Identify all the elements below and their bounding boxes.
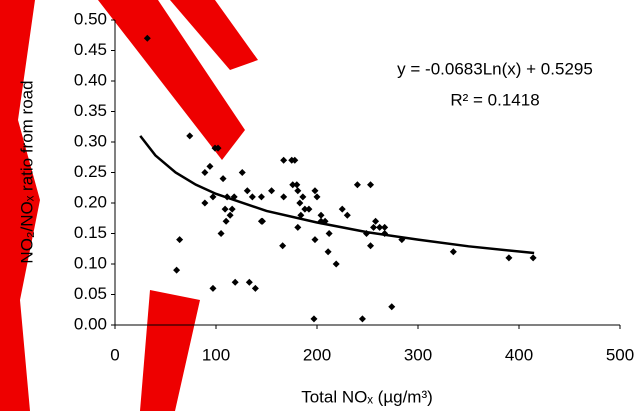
x-tick-label: 200 bbox=[303, 345, 331, 364]
y-tick-label: 0.50 bbox=[74, 9, 107, 28]
point bbox=[310, 315, 318, 323]
point bbox=[338, 205, 346, 213]
x-axis-title: Total NOₓ (µg/m³) bbox=[301, 387, 433, 406]
watermark bbox=[0, 0, 258, 411]
point bbox=[222, 217, 230, 225]
point bbox=[372, 217, 380, 225]
point bbox=[376, 223, 384, 231]
x-tick-label: 0 bbox=[110, 345, 119, 364]
point bbox=[248, 193, 256, 201]
point bbox=[226, 211, 234, 219]
point bbox=[299, 193, 307, 201]
point bbox=[294, 187, 302, 195]
trendline bbox=[139, 135, 535, 255]
point bbox=[251, 284, 259, 292]
point bbox=[214, 144, 222, 152]
x-tick-label: 300 bbox=[404, 345, 432, 364]
point bbox=[296, 199, 304, 207]
point bbox=[209, 284, 217, 292]
point bbox=[321, 217, 329, 225]
watermark-shape bbox=[0, 0, 40, 411]
point bbox=[381, 230, 389, 237]
point bbox=[449, 248, 457, 256]
point bbox=[317, 211, 325, 219]
point bbox=[353, 181, 361, 189]
y-tick-label: 0.30 bbox=[74, 131, 107, 150]
point bbox=[367, 242, 375, 250]
point bbox=[305, 205, 313, 213]
point bbox=[529, 254, 537, 262]
y-tick-label: 0.25 bbox=[74, 162, 107, 181]
point bbox=[245, 278, 253, 286]
watermark-shape bbox=[140, 290, 200, 411]
point bbox=[370, 223, 378, 231]
point bbox=[219, 175, 227, 183]
point bbox=[505, 254, 513, 262]
point bbox=[228, 205, 236, 213]
y-tick-label: 0.40 bbox=[74, 70, 107, 89]
point bbox=[289, 181, 297, 189]
point bbox=[243, 187, 251, 195]
y-tick-label: 0.10 bbox=[74, 253, 107, 272]
point bbox=[294, 223, 302, 231]
point bbox=[332, 260, 340, 268]
point bbox=[297, 211, 305, 219]
point bbox=[201, 169, 209, 176]
point bbox=[176, 236, 184, 244]
point bbox=[257, 193, 265, 201]
y-tick-label: 0.35 bbox=[74, 101, 107, 120]
y-tick-label: 0.05 bbox=[74, 284, 107, 303]
point bbox=[201, 199, 209, 207]
point bbox=[217, 230, 225, 237]
point bbox=[325, 230, 333, 237]
point bbox=[398, 236, 406, 244]
point bbox=[381, 223, 389, 231]
point bbox=[280, 156, 288, 164]
point bbox=[291, 156, 299, 164]
watermark-shape bbox=[98, 0, 245, 160]
point bbox=[367, 181, 375, 189]
point bbox=[362, 230, 370, 237]
point bbox=[230, 193, 238, 201]
point bbox=[317, 217, 325, 225]
point bbox=[238, 169, 246, 176]
y-tick-label: 0.20 bbox=[74, 192, 107, 211]
point bbox=[324, 248, 332, 256]
point bbox=[221, 205, 229, 213]
y-tick-label: 0.15 bbox=[74, 223, 107, 242]
point bbox=[209, 193, 217, 201]
point bbox=[343, 211, 351, 219]
y-tick-label: 0.00 bbox=[74, 314, 107, 333]
point bbox=[280, 193, 288, 201]
y-axis-title: NO₂/NOₓ ratio from road bbox=[17, 80, 36, 263]
point bbox=[388, 303, 396, 311]
point bbox=[223, 193, 231, 201]
x-tick-label: 400 bbox=[505, 345, 533, 364]
point bbox=[313, 193, 321, 201]
r-squared: R² = 0.1418 bbox=[450, 90, 539, 109]
point bbox=[268, 187, 276, 195]
point bbox=[231, 278, 239, 286]
watermark-shape bbox=[170, 0, 258, 70]
point bbox=[293, 181, 301, 189]
point bbox=[143, 34, 151, 42]
equation: y = -0.0683Ln(x) + 0.5295 bbox=[397, 59, 593, 78]
point bbox=[173, 266, 181, 274]
x-tick-label: 100 bbox=[202, 345, 230, 364]
point bbox=[186, 132, 194, 140]
x-tick-label: 500 bbox=[606, 345, 634, 364]
point bbox=[257, 217, 265, 225]
y-tick-label: 0.45 bbox=[74, 40, 107, 59]
point bbox=[358, 315, 366, 323]
point bbox=[311, 187, 319, 195]
point bbox=[311, 236, 319, 244]
point bbox=[206, 162, 214, 170]
point bbox=[279, 242, 287, 250]
point bbox=[301, 205, 309, 213]
